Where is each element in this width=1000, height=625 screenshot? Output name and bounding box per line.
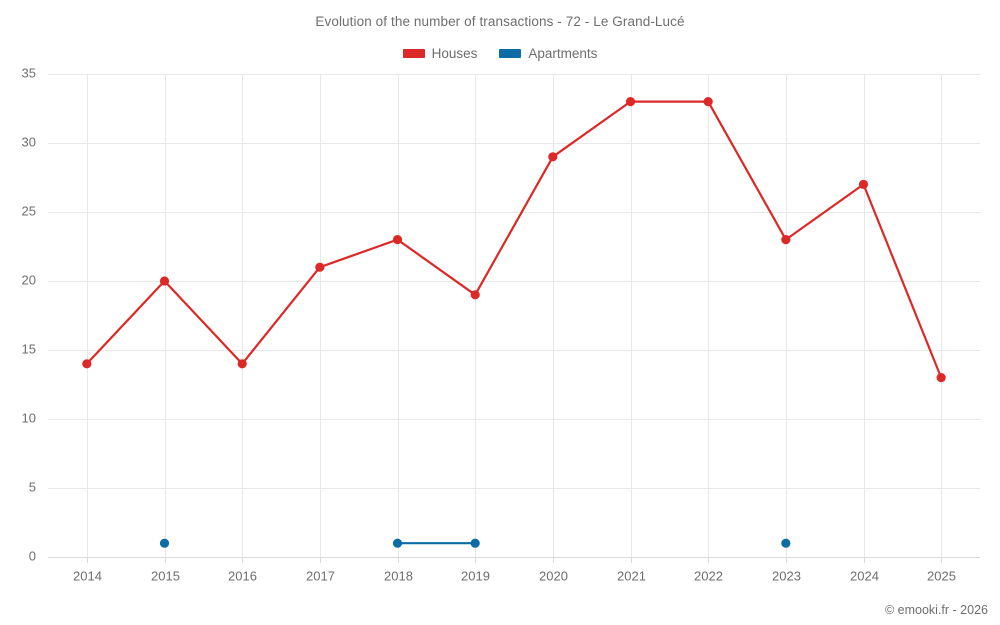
- copyright-credit: © emooki.fr - 2026: [884, 603, 988, 617]
- series-line-houses: [85, 100, 943, 379]
- x-axis-tick-label: 2024: [850, 569, 879, 584]
- y-axis-tick-label: 5: [29, 479, 36, 494]
- data-point-houses-2017[interactable]: [315, 262, 325, 272]
- data-point-houses-2015[interactable]: [159, 276, 170, 286]
- y-axis-tick-label: 25: [22, 203, 36, 218]
- y-axis-tick-label: 15: [22, 341, 36, 356]
- chart-title: Evolution of the number of transactions …: [315, 14, 685, 29]
- legend-label-apartments: Apartments: [528, 46, 598, 61]
- legend-item-apartments[interactable]: Apartments: [499, 46, 597, 61]
- data-point-houses-2018[interactable]: [392, 235, 403, 245]
- y-axis-tick-label: 10: [22, 410, 36, 425]
- x-axis-tick-label: 2018: [384, 569, 413, 584]
- y-axis-tick-label: 20: [22, 272, 36, 287]
- x-axis-tick-label: 2025: [927, 569, 956, 584]
- x-axis-tick-label: 2023: [772, 569, 801, 584]
- data-point-houses-2021[interactable]: [625, 97, 636, 107]
- data-point-houses-2016[interactable]: [237, 359, 247, 369]
- x-axis-tick-label: 2014: [73, 569, 102, 584]
- y-axis-tick-label: 35: [22, 65, 36, 80]
- data-point-apartments-2023[interactable]: [781, 538, 791, 548]
- legend-swatch-icon: [402, 49, 425, 58]
- chart-legend: Houses Apartments: [0, 46, 1000, 61]
- y-axis-tick-label: 0: [29, 548, 36, 563]
- data-point-houses-2014[interactable]: [82, 359, 92, 369]
- x-axis-tick-label: 2016: [228, 569, 257, 584]
- data-point-apartments-2018[interactable]: [392, 538, 403, 548]
- y-axis-tick-label: 30: [22, 134, 36, 149]
- data-point-houses-2019[interactable]: [470, 290, 480, 300]
- data-point-houses-2025[interactable]: [936, 373, 946, 383]
- data-point-apartments-2015[interactable]: [159, 538, 170, 548]
- x-axis-tick-label: 2019: [461, 569, 490, 584]
- x-axis-tick-label: 2020: [539, 569, 568, 584]
- data-point-houses-2022[interactable]: [703, 97, 713, 107]
- legend-label-houses: Houses: [431, 46, 478, 61]
- data-point-houses-2023[interactable]: [781, 235, 791, 245]
- x-axis-tick-label: 2017: [306, 569, 335, 584]
- legend-swatch-icon: [499, 49, 522, 58]
- x-axis-tick-label: 2015: [151, 569, 180, 584]
- x-axis-tick-label: 2021: [617, 569, 646, 584]
- data-point-houses-2024[interactable]: [858, 179, 869, 189]
- data-point-apartments-2019[interactable]: [470, 538, 480, 548]
- x-axis-tick-label: 2022: [694, 569, 723, 584]
- legend-item-houses[interactable]: Houses: [402, 46, 478, 61]
- data-point-houses-2020[interactable]: [548, 152, 558, 162]
